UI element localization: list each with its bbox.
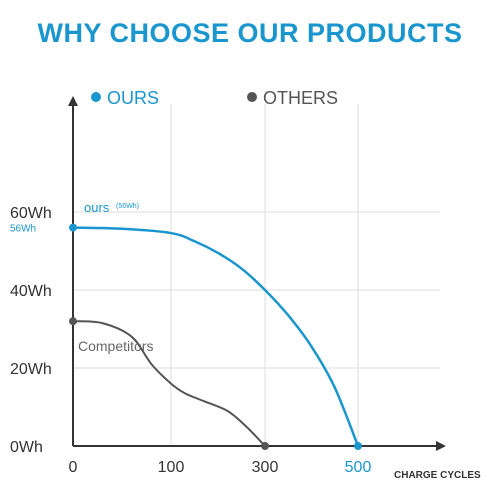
y-tick-label: 0Wh [10, 439, 43, 456]
legend-others-label: OTHERS [263, 88, 338, 108]
competitors-annotation: Competitors [78, 338, 153, 354]
x-tick-label: 500 [345, 459, 372, 476]
grid [73, 104, 440, 446]
page-title: WHY CHOOSE OUR PRODUCTS [37, 18, 463, 48]
y-marker-label: 56Wh [10, 224, 36, 235]
y-tick-label: 60Wh [10, 205, 52, 222]
ours-annotation: ours [84, 200, 110, 215]
point-ours-start [69, 223, 77, 232]
point-ours-end [354, 442, 362, 450]
x-axis-label: CHARGE CYCLES [394, 470, 481, 481]
legend-ours-label: OURS [107, 88, 159, 108]
series-line-ours [71, 226, 360, 448]
series-line-others [72, 320, 266, 447]
x-axis-arrow-icon [436, 441, 446, 451]
legend-others-dot [247, 92, 257, 102]
point-others-start [69, 317, 77, 326]
tick-labels: 0 100 300 500 0Wh 20Wh 40Wh 60Wh 56Wh [10, 205, 371, 476]
x-tick-label: 0 [69, 459, 78, 476]
series [71, 226, 360, 448]
legend-ours-dot [91, 92, 101, 102]
point-others-end [261, 442, 269, 450]
points [69, 223, 362, 450]
y-tick-label: 20Wh [10, 361, 52, 378]
ours-annotation-detail: (56Wh) [116, 203, 139, 210]
axes [68, 96, 446, 451]
y-tick-label: 40Wh [10, 283, 52, 300]
x-tick-label: 100 [158, 459, 185, 476]
y-axis-arrow-icon [68, 96, 78, 106]
x-tick-label: 300 [252, 459, 279, 476]
